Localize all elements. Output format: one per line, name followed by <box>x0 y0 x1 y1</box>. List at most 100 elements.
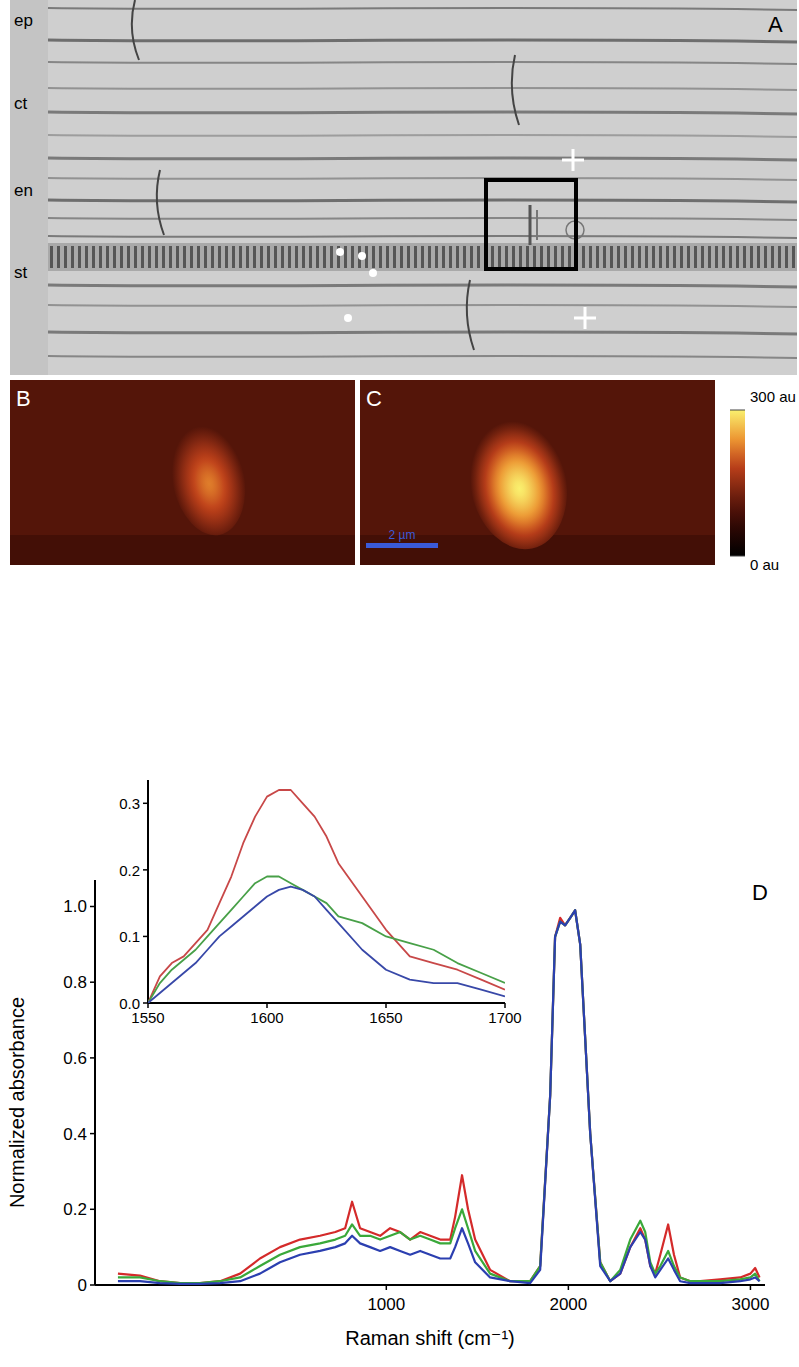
y-tick-label: 0.2 <box>63 1200 87 1219</box>
striation <box>71 246 74 268</box>
striation <box>386 246 389 268</box>
striation <box>659 246 662 268</box>
colorbar-label: 0 au <box>750 556 779 573</box>
x-tick <box>568 1285 570 1290</box>
striation <box>470 246 473 268</box>
striation <box>155 246 158 268</box>
intensity-blob <box>161 414 256 542</box>
striation <box>785 246 788 268</box>
cell-wall <box>48 356 797 358</box>
y-tick-label: 0 <box>78 1276 87 1295</box>
cross-wall <box>157 170 164 235</box>
striation <box>582 246 585 268</box>
cross-wall <box>467 280 474 350</box>
striation <box>120 246 123 268</box>
x-tick-label: 1600 <box>250 1009 283 1026</box>
striated-band <box>48 243 797 271</box>
striation <box>393 246 396 268</box>
y-tick <box>90 1057 95 1059</box>
striation <box>267 246 270 268</box>
striation <box>533 246 536 268</box>
striation <box>771 246 774 268</box>
y-tick-label: 0.4 <box>63 1125 87 1144</box>
striation <box>162 246 165 268</box>
scale-bar <box>366 543 438 548</box>
striation <box>435 246 438 268</box>
striation <box>99 246 102 268</box>
striation <box>197 246 200 268</box>
cell-wall <box>48 112 797 114</box>
striation <box>519 246 522 268</box>
y-axis <box>147 780 149 1003</box>
x-tick-label: 1550 <box>131 1009 164 1026</box>
intensity-blob <box>457 406 579 559</box>
y-tick-label: 0.2 <box>119 862 140 879</box>
striation <box>449 246 452 268</box>
y-tick-label: 1.0 <box>63 897 87 916</box>
y-tick-label: 0.3 <box>119 795 140 812</box>
striation <box>715 246 718 268</box>
y-axis <box>94 880 96 1285</box>
striation <box>232 246 235 268</box>
striation <box>183 246 186 268</box>
cell-wall <box>48 178 797 180</box>
cell-wall <box>48 285 797 287</box>
striation <box>78 246 81 268</box>
x-tick <box>750 1285 752 1290</box>
bright-spot <box>336 248 344 256</box>
bright-spot <box>344 314 352 322</box>
striation <box>456 246 459 268</box>
colorbar-tick <box>730 556 745 557</box>
striation <box>281 246 284 268</box>
striation <box>421 246 424 268</box>
y-tick <box>143 869 148 871</box>
striation <box>351 246 354 268</box>
x-tick <box>386 1285 388 1290</box>
scale-bar-label: 2 µm <box>389 528 416 542</box>
striation <box>708 246 711 268</box>
y-tick <box>90 981 95 983</box>
cross-wall <box>512 55 519 125</box>
striation <box>736 246 739 268</box>
cell-wall <box>48 135 797 137</box>
cell-wall <box>48 8 797 10</box>
layer-label: st <box>14 263 28 282</box>
cell-wall <box>48 62 797 64</box>
panel-label: D <box>752 880 768 905</box>
striation <box>113 246 116 268</box>
striation <box>652 246 655 268</box>
map-background <box>360 380 715 565</box>
y-tick <box>90 1133 95 1135</box>
striation <box>792 246 795 268</box>
striation <box>204 246 207 268</box>
striation <box>673 246 676 268</box>
striation <box>596 246 599 268</box>
striation <box>190 246 193 268</box>
striation <box>309 246 312 268</box>
striation <box>477 246 480 268</box>
striation <box>379 246 382 268</box>
striation <box>638 246 641 268</box>
y-tick-label: 0.8 <box>63 973 87 992</box>
x-tick-label: 1650 <box>369 1009 402 1026</box>
map-background <box>10 380 355 565</box>
x-tick <box>266 1003 268 1008</box>
y-tick-label: 0.1 <box>119 928 140 945</box>
cell-wall <box>48 88 797 90</box>
bright-spot <box>358 252 366 260</box>
x-tick-label: 3000 <box>732 1295 770 1314</box>
colorbar-label: 300 au <box>750 388 796 405</box>
striation <box>225 246 228 268</box>
striation <box>92 246 95 268</box>
striation <box>442 246 445 268</box>
striation <box>463 246 466 268</box>
panel-label: B <box>16 386 31 411</box>
striation <box>127 246 130 268</box>
micrograph-background <box>10 0 797 375</box>
micrograph-panel: epctenstA <box>10 0 797 375</box>
map-shade <box>10 535 355 565</box>
striation <box>344 246 347 268</box>
striation <box>589 246 592 268</box>
micrograph-image <box>48 0 797 375</box>
cell-wall <box>48 332 797 334</box>
